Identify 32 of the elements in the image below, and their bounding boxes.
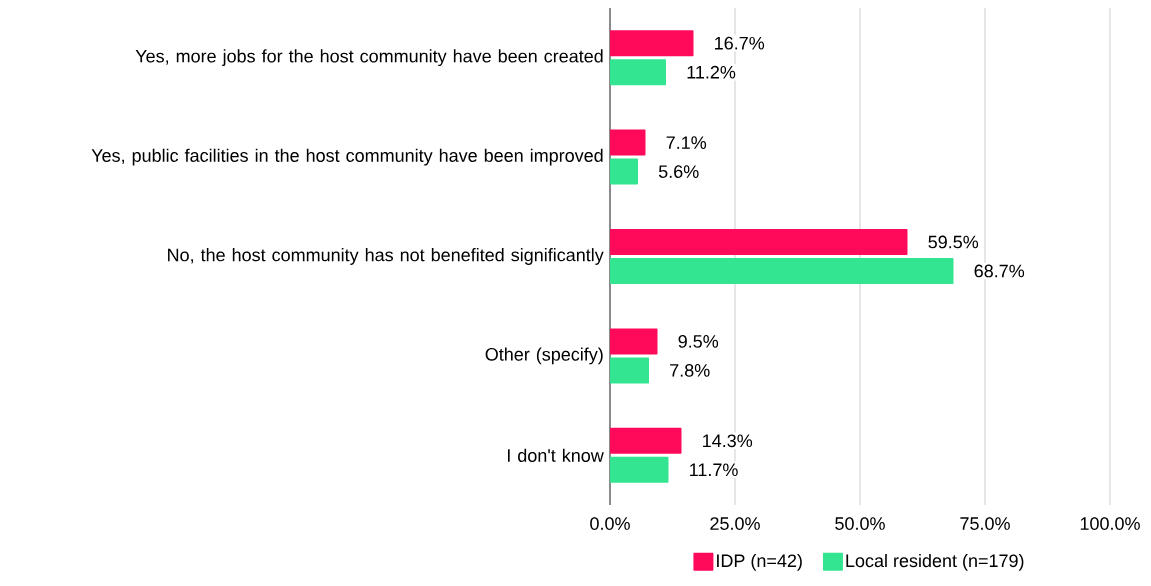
data-label: 11.7% bbox=[690, 463, 738, 477]
bar bbox=[610, 328, 658, 355]
data-label: 68.7% bbox=[974, 264, 1025, 278]
x-tick-label: 75.0% bbox=[960, 517, 1010, 530]
bar bbox=[610, 456, 669, 483]
x-tick-label: 0.0% bbox=[590, 517, 630, 530]
bar bbox=[610, 258, 954, 284]
bar bbox=[610, 158, 638, 185]
y-tick-label: No, the host community has not benefited significantly bbox=[168, 248, 604, 265]
bar bbox=[610, 427, 682, 454]
bar bbox=[610, 357, 649, 384]
y-tick-label: I don't know bbox=[507, 448, 604, 462]
y-tick-label: Yes, public facilities in the host community have been improved bbox=[91, 148, 603, 166]
data-label: 11.2% bbox=[687, 65, 736, 79]
x-tick-label: 50.0% bbox=[835, 517, 885, 530]
bar bbox=[610, 229, 908, 255]
legend-label: IDP (n=42) bbox=[717, 553, 802, 571]
data-label: 7.8% bbox=[670, 364, 710, 377]
bar bbox=[610, 129, 646, 156]
data-label: 16.7% bbox=[715, 36, 765, 50]
bar bbox=[610, 30, 694, 57]
bar bbox=[610, 59, 666, 86]
x-tick-label: 100.0% bbox=[1080, 517, 1140, 530]
data-label: 5.6% bbox=[658, 165, 699, 178]
y-tick-label: Other (specify) bbox=[485, 347, 603, 365]
x-tick-label: 25.0% bbox=[710, 517, 760, 530]
y-tick-label: Yes, more jobs for the host community have been created bbox=[135, 49, 603, 67]
data-label: 9.5% bbox=[678, 335, 719, 348]
data-label: 7.1% bbox=[666, 136, 707, 149]
data-label: 59.5% bbox=[928, 235, 979, 249]
legend-label: Local resident (n=179) bbox=[846, 553, 1024, 571]
data-label: 14.3% bbox=[703, 434, 753, 448]
